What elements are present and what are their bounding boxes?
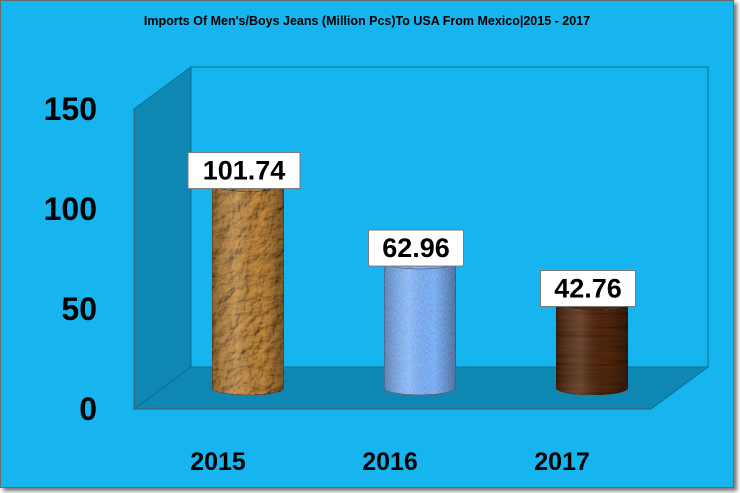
data-label-box	[368, 229, 464, 267]
bar-shading	[212, 184, 284, 395]
data-label: 62.96	[382, 233, 450, 263]
y-tick-label: 0	[79, 391, 97, 427]
chart-title: Imports Of Men's/Boys Jeans (Million Pcs…	[144, 14, 590, 28]
bar-2017: 42.76	[540, 269, 636, 396]
data-label: 101.74	[203, 156, 286, 186]
x-axis: 2015 2016 2017	[190, 448, 590, 476]
y-tick-label: 150	[44, 91, 97, 127]
bar-shading	[556, 302, 628, 395]
y-tick-label: 50	[61, 291, 97, 327]
data-label-box	[187, 152, 301, 190]
data-label-box	[540, 269, 636, 307]
bar-2015: 101.74	[187, 152, 301, 396]
x-tick-label: 2015	[190, 448, 246, 476]
y-tick-label: 100	[44, 191, 97, 227]
bar-2016: 62.96	[368, 229, 464, 396]
x-tick-label: 2016	[362, 448, 418, 476]
bar-shading	[384, 262, 456, 395]
data-label: 42.76	[554, 273, 622, 303]
bars-group: 101.74 62.96 42.76	[187, 152, 636, 396]
plot-side-wall	[133, 66, 192, 410]
y-axis: 0 50 100 150	[44, 91, 97, 427]
x-tick-label: 2017	[534, 448, 590, 476]
